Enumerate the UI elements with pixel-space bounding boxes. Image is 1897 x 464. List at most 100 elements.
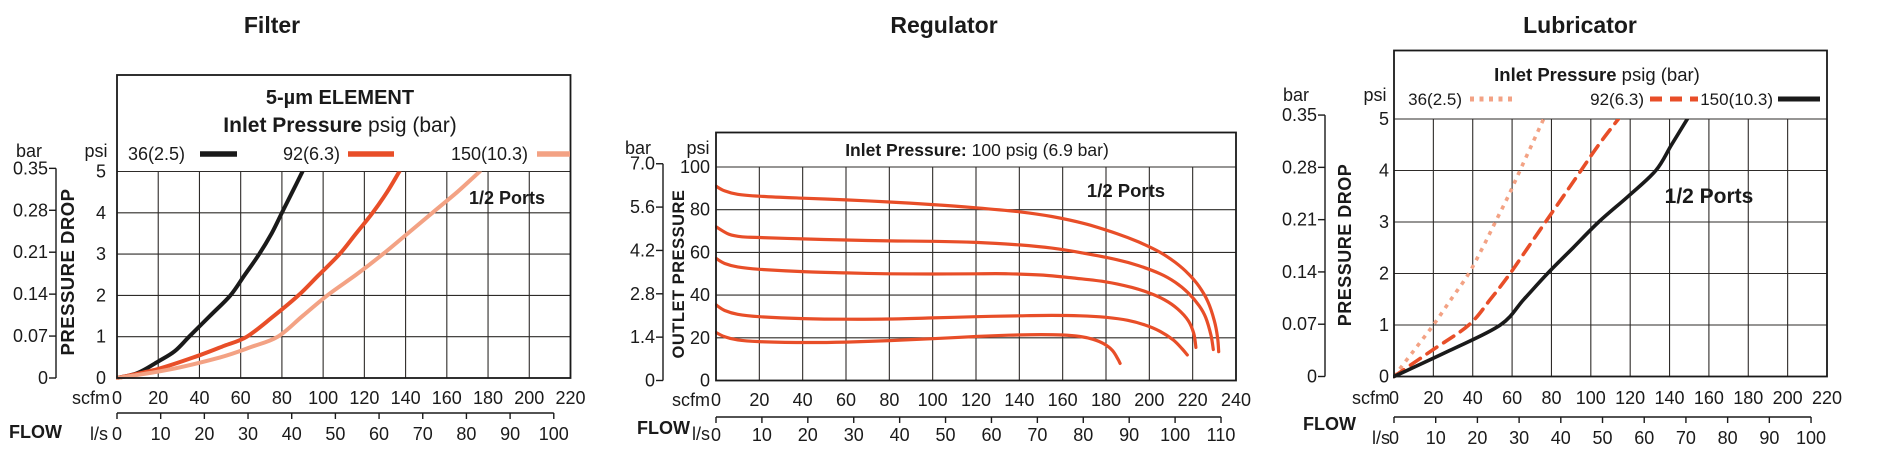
lubricator-ls-tick-0: 0 bbox=[1389, 428, 1399, 448]
curve-lubricator-92(6.3) bbox=[1393, 119, 1621, 379]
filter-bar-tick-2: 0.21 bbox=[13, 242, 48, 262]
filter-ls-tick-3: 30 bbox=[238, 424, 258, 444]
regulator-ls-tick-4: 40 bbox=[890, 425, 910, 445]
regulator-scfm-tick-7: 140 bbox=[1004, 390, 1034, 410]
regulator-flow-label: FLOW bbox=[637, 418, 690, 438]
chart-filter: Filter 5-µm ELEMENT Inlet Pressure psig (b… bbox=[9, 12, 586, 444]
lubricator-bar-tick-4: 0.07 bbox=[1282, 314, 1317, 334]
curve-regulator-set-22 bbox=[715, 330, 1122, 365]
filter-header-1: Inlet Pressure psig (bar) bbox=[223, 114, 456, 137]
regulator-scfm-tick-0: 0 bbox=[711, 390, 721, 410]
lubricator-scfm-tick-3: 60 bbox=[1502, 388, 1522, 408]
filter-plot-border bbox=[116, 74, 572, 379]
lubricator-legend-label-1: 92(6.3) bbox=[1590, 90, 1644, 109]
regulator-psi-tick-2: 60 bbox=[690, 242, 710, 262]
regulator-ports-annotation: 1/2 Ports bbox=[1087, 180, 1165, 201]
lubricator-ls-tick-4: 40 bbox=[1551, 428, 1571, 448]
lubricator-legend-label-2: 150(10.3) bbox=[1700, 90, 1773, 109]
filter-flow-label: FLOW bbox=[9, 422, 62, 442]
filter-legend-label-2: 150(10.3) bbox=[451, 144, 528, 164]
lubricator-ls-ruler bbox=[1393, 416, 1812, 423]
lubricator-psi-tick-3: 2 bbox=[1379, 264, 1389, 284]
lubricator-header-0-bold: Inlet Pressure bbox=[1494, 64, 1616, 85]
lubricator-bar-tick-1: 0.28 bbox=[1282, 157, 1317, 177]
lubricator-legend-label-0: 36(2.5) bbox=[1408, 90, 1462, 109]
chart-regulator: Regulator Inlet Pressure: 100 psig (6.9 b… bbox=[625, 12, 1251, 445]
lubricator-scfm-tick-10: 200 bbox=[1773, 388, 1803, 408]
filter-scfm-tick-9: 180 bbox=[473, 388, 503, 408]
lubricator-scfm-tick-0: 0 bbox=[1389, 388, 1399, 408]
filter-psi-tick-1: 4 bbox=[96, 203, 106, 223]
filter-bar-tick-0: 0.35 bbox=[13, 158, 48, 178]
filter-bar-tick-3: 0.14 bbox=[13, 284, 48, 304]
filter-ports-annotation: 1/2 Ports bbox=[469, 188, 545, 208]
filter-ls-tick-9: 90 bbox=[500, 424, 520, 444]
regulator-scfm-tick-3: 60 bbox=[836, 390, 856, 410]
filter-ls-tick-5: 50 bbox=[325, 424, 345, 444]
lubricator-scfm-tick-1: 20 bbox=[1423, 388, 1443, 408]
filter-header-0-bold: 5-µm ELEMENT bbox=[266, 87, 414, 109]
filter-ls-tick-7: 70 bbox=[413, 424, 433, 444]
regulator-ls-unit: l/s bbox=[692, 424, 710, 444]
regulator-header-0-bold: Inlet Pressure: bbox=[845, 140, 967, 160]
filter-header-1-rest: psig (bar) bbox=[362, 114, 457, 137]
regulator-scfm-tick-10: 200 bbox=[1134, 390, 1164, 410]
lubricator-ls-tick-2: 20 bbox=[1467, 428, 1487, 448]
regulator-psi-tick-3: 40 bbox=[690, 285, 710, 305]
filter-scfm-tick-1: 20 bbox=[148, 388, 168, 408]
regulator-scfm-tick-4: 80 bbox=[879, 390, 899, 410]
filter-scfm-tick-0: 0 bbox=[112, 388, 122, 408]
regulator-scfm-tick-11: 220 bbox=[1178, 390, 1208, 410]
filter-scfm-tick-8: 160 bbox=[432, 388, 462, 408]
filter-scfm-tick-3: 60 bbox=[231, 388, 251, 408]
lubricator-plot-border bbox=[1393, 49, 1828, 378]
regulator-bar-tick-4: 1.4 bbox=[630, 327, 655, 347]
lubricator-ls-tick-10: 100 bbox=[1796, 428, 1826, 448]
lubricator-psi-tick-4: 1 bbox=[1379, 315, 1389, 335]
lubricator-bar-tick-3: 0.14 bbox=[1282, 262, 1317, 282]
regulator-ylabel: OUTLET PRESSURE bbox=[670, 190, 688, 359]
filter-psi-tick-4: 1 bbox=[96, 327, 106, 347]
filter-scfm-tick-6: 120 bbox=[349, 388, 379, 408]
filter-legend-label-0: 36(2.5) bbox=[128, 144, 185, 164]
regulator-bar-bracket bbox=[656, 163, 664, 382]
filter-ls-ruler bbox=[116, 412, 555, 419]
filter-ls-unit: l/s bbox=[90, 424, 108, 444]
lubricator-scfm-tick-4: 80 bbox=[1541, 388, 1561, 408]
regulator-header-0: Inlet Pressure: 100 psig (6.9 bar) bbox=[845, 140, 1109, 160]
filter-psi-tick-0: 5 bbox=[96, 162, 106, 182]
filter-scfm-tick-10: 200 bbox=[514, 388, 544, 408]
filter-scfm-tick-2: 40 bbox=[189, 388, 209, 408]
filter-curves bbox=[116, 171, 482, 380]
filter-bar-tick-5: 0 bbox=[38, 368, 48, 388]
lubricator-curves bbox=[1393, 119, 1690, 379]
regulator-ls-ruler bbox=[715, 416, 1222, 423]
lubricator-header-0: Inlet Pressure psig (bar) bbox=[1494, 64, 1700, 85]
lubricator-ls-tick-8: 80 bbox=[1718, 428, 1738, 448]
filter-header-1-bold: Inlet Pressure bbox=[223, 114, 362, 137]
regulator-bar-tick-3: 2.8 bbox=[630, 284, 655, 304]
lubricator-bar-bracket bbox=[1318, 114, 1326, 378]
regulator-scfm-tick-5: 100 bbox=[918, 390, 948, 410]
filter-scfm-tick-5: 100 bbox=[308, 388, 338, 408]
lubricator-bar-unit: bar bbox=[1283, 85, 1309, 105]
filter-bar-unit: bar bbox=[16, 141, 42, 161]
filter-scfm-unit: scfm bbox=[72, 388, 110, 408]
chart-lubricator: Lubricator Inlet Pressure psig (bar) 36(2.… bbox=[1282, 12, 1842, 448]
filter-psi-unit: psi bbox=[84, 141, 107, 161]
lubricator-flow-label: FLOW bbox=[1303, 414, 1356, 434]
filter-ls-tick-4: 40 bbox=[282, 424, 302, 444]
regulator-psi-tick-4: 20 bbox=[690, 328, 710, 348]
lubricator-psi-tick-0: 5 bbox=[1379, 109, 1389, 129]
regulator-scfm-tick-1: 20 bbox=[749, 390, 769, 410]
regulator-ls-tick-5: 50 bbox=[936, 425, 956, 445]
lubricator-ls-tick-6: 60 bbox=[1634, 428, 1654, 448]
curve-lubricator-150(10.3) bbox=[1393, 119, 1690, 379]
filter-ls-tick-8: 80 bbox=[456, 424, 476, 444]
curve-regulator-set-70 bbox=[715, 225, 1215, 352]
filter-legend-label-1: 92(6.3) bbox=[283, 144, 340, 164]
regulator-ls-tick-9: 90 bbox=[1119, 425, 1139, 445]
regulator-bar-tick-5: 0 bbox=[645, 371, 655, 391]
curve-filter-92(6.3) bbox=[116, 171, 402, 380]
